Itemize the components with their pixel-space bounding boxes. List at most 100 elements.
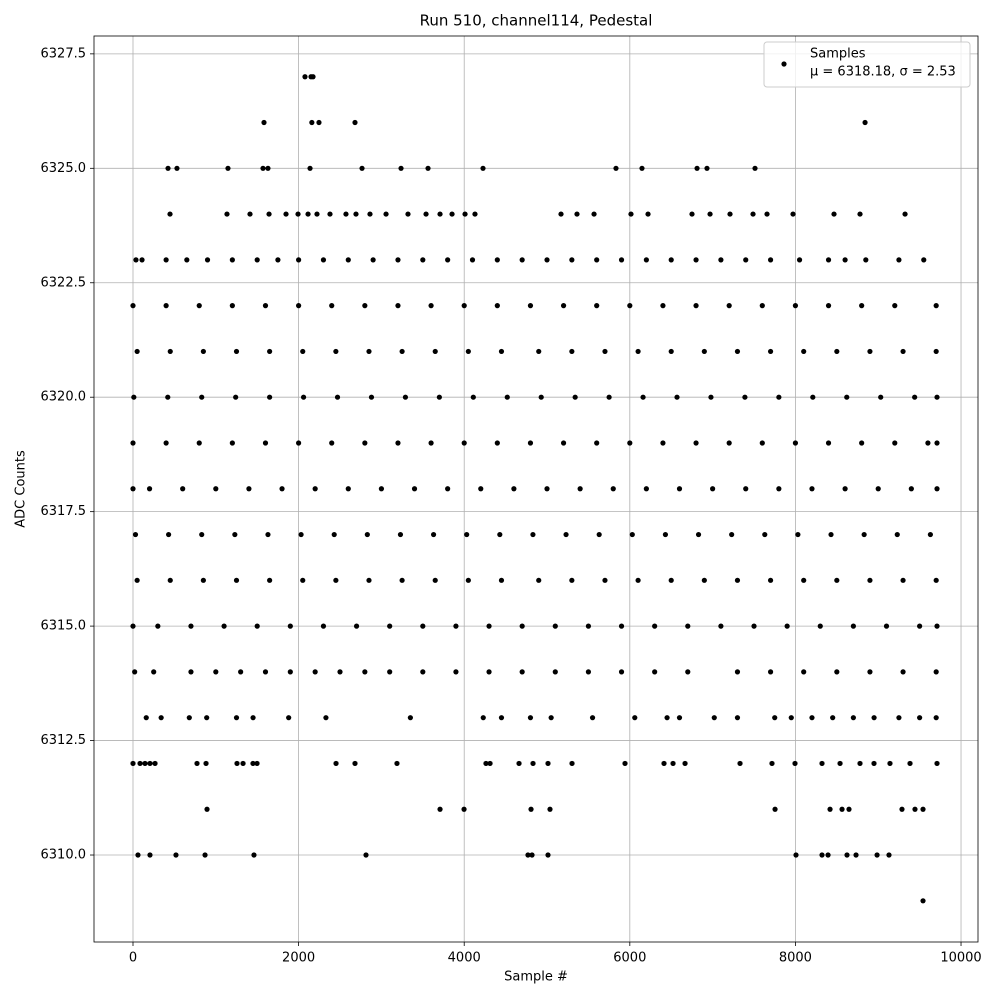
point	[819, 852, 825, 858]
point	[204, 257, 211, 263]
point	[323, 715, 329, 721]
point	[430, 531, 437, 538]
point	[397, 531, 404, 538]
point	[772, 806, 778, 812]
point	[251, 852, 257, 858]
point	[837, 760, 843, 767]
point	[912, 806, 918, 812]
point	[494, 440, 500, 446]
point	[300, 348, 306, 355]
point	[498, 715, 505, 721]
point	[628, 211, 634, 217]
point	[769, 760, 775, 767]
point	[934, 440, 940, 446]
point	[224, 211, 230, 217]
point	[472, 211, 478, 217]
point	[320, 257, 327, 263]
point	[850, 623, 856, 629]
point	[660, 303, 666, 309]
point	[225, 165, 231, 171]
point	[394, 760, 400, 767]
point	[613, 165, 619, 171]
point	[402, 394, 409, 400]
legend-box	[763, 41, 971, 88]
point	[560, 303, 567, 309]
point	[199, 394, 205, 400]
point	[265, 531, 271, 538]
point	[569, 257, 575, 263]
point	[752, 165, 758, 171]
point	[367, 211, 373, 217]
point	[327, 211, 333, 217]
point	[767, 577, 774, 583]
point	[825, 440, 832, 446]
point	[486, 669, 492, 675]
point	[188, 669, 194, 675]
point	[352, 760, 358, 767]
point	[262, 440, 269, 446]
point	[142, 760, 148, 767]
point	[544, 486, 550, 492]
point	[480, 165, 486, 171]
point	[143, 715, 149, 721]
point	[267, 394, 273, 400]
point	[828, 531, 834, 538]
point	[878, 394, 884, 400]
point	[776, 394, 782, 400]
point	[398, 165, 404, 171]
point	[428, 303, 434, 309]
point	[591, 211, 597, 217]
point	[362, 669, 368, 675]
point	[329, 303, 335, 309]
point	[407, 715, 413, 721]
point	[387, 623, 393, 629]
point	[857, 760, 863, 767]
point	[519, 257, 525, 263]
point	[240, 760, 246, 767]
point	[685, 669, 691, 675]
point	[200, 577, 206, 583]
point	[934, 394, 940, 400]
point	[287, 623, 293, 629]
point	[819, 760, 825, 767]
point	[152, 760, 158, 767]
point	[862, 119, 868, 126]
point	[461, 806, 467, 812]
point	[130, 303, 136, 309]
point	[825, 852, 831, 858]
point	[296, 440, 302, 446]
point	[254, 623, 260, 629]
point	[602, 577, 608, 583]
point	[387, 669, 393, 675]
point	[726, 440, 732, 446]
point	[366, 577, 372, 583]
point	[449, 211, 455, 217]
point	[247, 211, 253, 217]
point	[362, 440, 368, 446]
point	[528, 806, 534, 812]
y-tick-label: 6325.0	[41, 161, 87, 176]
point	[343, 211, 349, 217]
point	[859, 303, 865, 309]
point	[853, 852, 859, 858]
point	[309, 119, 315, 126]
point	[395, 440, 401, 446]
point	[352, 119, 358, 126]
point	[694, 165, 700, 171]
point	[545, 852, 551, 858]
legend-marker	[781, 61, 787, 67]
point	[345, 257, 351, 263]
point	[295, 211, 301, 217]
point	[279, 486, 285, 492]
point	[316, 119, 322, 126]
point	[135, 852, 141, 858]
point	[817, 623, 823, 629]
point	[711, 715, 717, 721]
point	[370, 257, 376, 263]
x-tick-label: 0	[129, 951, 137, 966]
point	[734, 348, 741, 355]
point	[708, 394, 714, 400]
point	[345, 486, 351, 492]
point	[213, 669, 219, 675]
